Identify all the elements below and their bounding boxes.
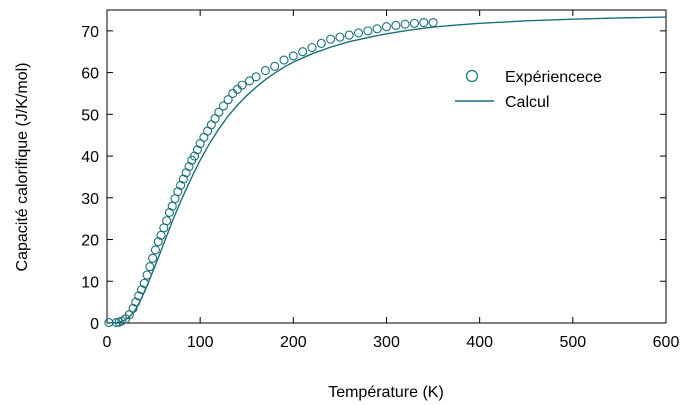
y-tick-label-7: 70 [81, 24, 99, 41]
data-point-experience-54 [363, 26, 373, 36]
data-point-experience-44 [270, 61, 280, 71]
data-point-experience-46 [288, 51, 298, 61]
data-point-experience-42 [251, 72, 261, 82]
data-point-experience-36 [218, 101, 229, 111]
data-point-experience-19 [164, 207, 174, 217]
legend-label-experience: Expériencece [505, 69, 602, 86]
data-point-experience-51 [335, 32, 345, 42]
x-tick-label-1: 100 [187, 334, 214, 351]
x-tick-label-6: 600 [653, 334, 680, 351]
y-tick-label-4: 40 [81, 149, 99, 166]
data-point-experience-22 [173, 186, 183, 197]
data-point-experience-24 [178, 174, 188, 184]
data-point-experience-59 [409, 18, 420, 28]
data-point-experience-60 [419, 17, 429, 28]
data-point-experience-49 [316, 38, 326, 48]
data-point-experience-61 [428, 17, 438, 28]
data-point-experience-41 [244, 76, 255, 86]
data-point-experience-26 [184, 161, 194, 172]
data-point-experience-45 [279, 55, 289, 65]
y-tick-label-3: 30 [81, 191, 99, 208]
data-point-experience-28 [190, 151, 200, 161]
x-tick-label-5: 500 [559, 334, 586, 351]
data-point-experience-35 [214, 107, 224, 117]
data-point-experience-13 [148, 253, 158, 263]
x-axis-title: Température (K) [328, 384, 444, 401]
data-point-experience-47 [298, 47, 308, 57]
data-point-experience-37 [223, 95, 233, 105]
plot-frame [106, 9, 667, 324]
data-point-experience-43 [260, 65, 270, 76]
data-point-experience-29 [192, 145, 202, 155]
axis-ticks [106, 10, 667, 324]
data-point-experience-25 [181, 168, 191, 178]
data-point-experience-14 [150, 245, 160, 255]
data-point-experience-12 [145, 262, 155, 272]
x-tick-label-0: 0 [103, 334, 112, 351]
y-tick-label-0: 0 [90, 316, 99, 333]
data-point-experience-55 [372, 24, 382, 34]
legend-marker-experience [465, 69, 479, 83]
series-layer [104, 16, 667, 328]
y-tick-label-2: 20 [81, 233, 99, 250]
series-line-calcul [106, 16, 667, 324]
y-tick-label-5: 50 [81, 107, 99, 124]
legend-label-calcul: Calcul [505, 94, 549, 111]
data-point-experience-40 [237, 80, 247, 90]
data-point-experience-53 [353, 28, 364, 38]
data-point-experience-50 [326, 34, 336, 44]
y-axis-title: Capacité calorifique (J/K/mol) [14, 63, 31, 272]
data-point-experience-18 [162, 216, 172, 226]
data-point-experience-48 [307, 43, 317, 53]
data-point-experience-39 [232, 84, 242, 94]
x-tick-label-4: 400 [466, 334, 493, 351]
data-point-experience-56 [381, 22, 392, 32]
legend: Expériencece Calcul [455, 69, 602, 111]
data-point-experience-38 [228, 88, 238, 99]
y-tick-label-6: 60 [81, 66, 99, 83]
x-tick-label-2: 200 [280, 334, 307, 351]
data-point-experience-52 [344, 30, 354, 40]
data-point-experience-23 [176, 180, 186, 190]
y-tick-label-1: 10 [81, 274, 99, 291]
x-tick-label-3: 300 [373, 334, 400, 351]
data-point-experience-57 [391, 20, 401, 30]
tick-labels: 0 100 200 300 400 500 600 0 10 20 30 40 50 60 70 [81, 24, 679, 351]
data-point-experience-15 [153, 237, 163, 247]
data-point-experience-58 [400, 19, 410, 29]
